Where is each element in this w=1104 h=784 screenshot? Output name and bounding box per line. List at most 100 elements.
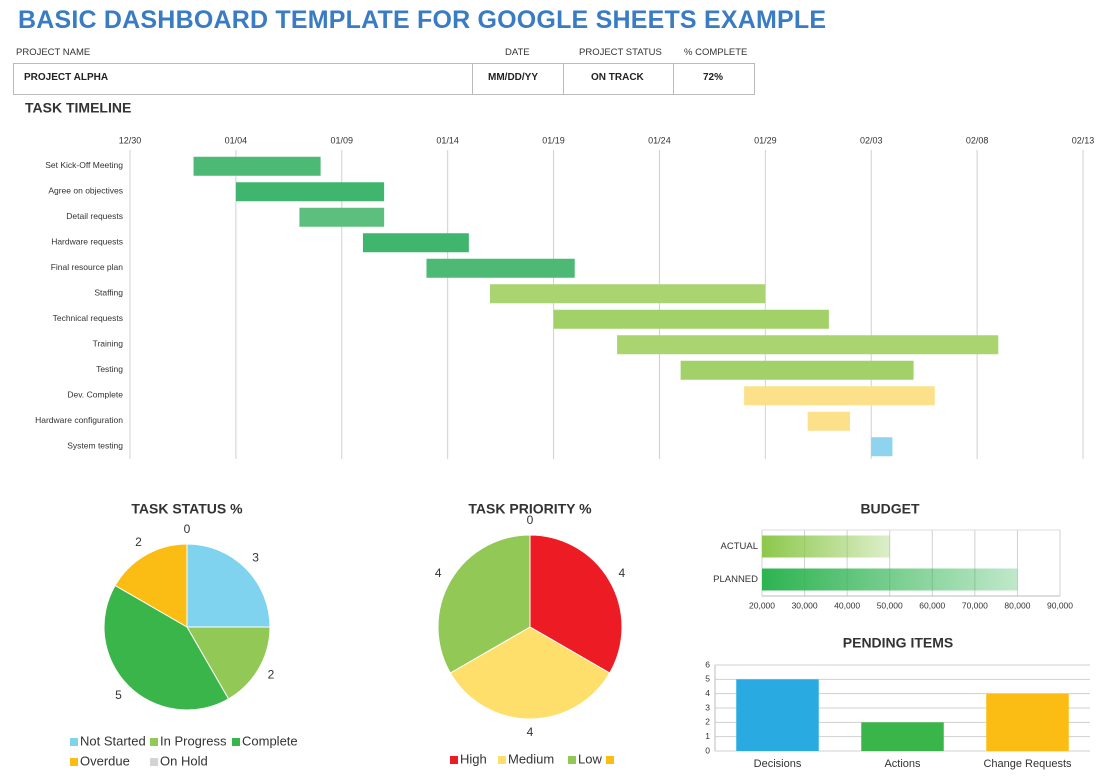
x-tick-label: 90,000 bbox=[1047, 600, 1073, 610]
chart-title: BUDGET bbox=[860, 501, 920, 517]
x-tick-label: Actions bbox=[884, 758, 921, 770]
task-bar bbox=[807, 411, 851, 431]
legend-swatch bbox=[606, 756, 614, 764]
x-tick-label: 02/03 bbox=[860, 135, 883, 145]
budget-bar bbox=[762, 568, 1018, 591]
legend-swatch bbox=[232, 738, 240, 746]
task-bar bbox=[680, 360, 914, 380]
slice-label: 2 bbox=[135, 535, 142, 549]
x-tick-label: 80,000 bbox=[1004, 600, 1030, 610]
bar bbox=[986, 693, 1069, 751]
task-label: Hardware requests bbox=[51, 237, 123, 247]
legend-label: Complete bbox=[242, 733, 298, 748]
task-bar bbox=[744, 386, 935, 406]
legend-label: Overdue bbox=[80, 753, 130, 768]
budget-bar bbox=[762, 535, 890, 558]
y-tick-label: 4 bbox=[705, 688, 710, 698]
legend-swatch bbox=[498, 756, 506, 764]
x-tick-label: 01/04 bbox=[225, 135, 248, 145]
chart-title: PENDING ITEMS bbox=[843, 635, 953, 651]
slice-label: 5 bbox=[115, 688, 122, 702]
chart-title: TASK TIMELINE bbox=[25, 100, 131, 116]
task-bar bbox=[617, 335, 999, 355]
x-tick-label: Change Requests bbox=[983, 758, 1072, 770]
legend-swatch bbox=[70, 738, 78, 746]
slice-label: 4 bbox=[527, 725, 534, 739]
task-label: Detail requests bbox=[66, 211, 123, 221]
slice-label: 4 bbox=[435, 566, 442, 580]
x-tick-label: 40,000 bbox=[834, 600, 860, 610]
x-tick-label: 02/13 bbox=[1072, 135, 1095, 145]
slice-label: 0 bbox=[184, 522, 191, 536]
task-label: Dev. Complete bbox=[67, 390, 123, 400]
column-header: PROJECT STATUS bbox=[579, 47, 662, 58]
x-tick-label: 50,000 bbox=[877, 600, 903, 610]
pie-slice bbox=[186, 543, 271, 628]
project-row bbox=[13, 63, 755, 95]
legend-label: Low bbox=[578, 751, 602, 766]
pie-slice bbox=[437, 534, 531, 674]
task-bar bbox=[235, 182, 385, 202]
y-tick-label: 1 bbox=[705, 731, 710, 741]
x-tick-label: Decisions bbox=[754, 758, 802, 770]
x-tick-label: 70,000 bbox=[962, 600, 988, 610]
legend-label: Not Started bbox=[80, 733, 146, 748]
task-bar bbox=[193, 156, 321, 176]
x-tick-label: 20,000 bbox=[749, 600, 775, 610]
legend-swatch bbox=[150, 738, 158, 746]
legend-label: On Hold bbox=[160, 753, 208, 768]
column-header: DATE bbox=[505, 47, 530, 58]
slice-label: 3 bbox=[252, 551, 259, 565]
x-tick-label: 30,000 bbox=[792, 600, 818, 610]
legend-swatch bbox=[150, 758, 158, 766]
x-tick-label: 02/08 bbox=[966, 135, 989, 145]
x-tick-label: 01/19 bbox=[542, 135, 565, 145]
bar bbox=[736, 679, 819, 751]
bar bbox=[861, 722, 944, 751]
legend-label: High bbox=[460, 751, 487, 766]
legend-swatch bbox=[568, 756, 576, 764]
legend-swatch bbox=[450, 756, 458, 764]
task-bar bbox=[871, 437, 893, 457]
slice-label: 4 bbox=[618, 566, 625, 580]
page-title: BASIC DASHBOARD TEMPLATE FOR GOOGLE SHEE… bbox=[18, 6, 827, 34]
y-tick-label: 6 bbox=[705, 659, 710, 669]
project-complete: 72% bbox=[703, 72, 724, 83]
chart-title: TASK PRIORITY % bbox=[468, 501, 592, 517]
task-label: Set Kick-Off Meeting bbox=[45, 160, 123, 170]
pie-slice bbox=[449, 626, 611, 720]
cell-divider bbox=[563, 63, 564, 95]
task-label: Hardware configuration bbox=[35, 415, 123, 425]
x-tick-label: 01/14 bbox=[436, 135, 459, 145]
column-header: % COMPLETE bbox=[684, 47, 748, 58]
category-label: PLANNED bbox=[713, 574, 758, 585]
y-tick-label: 0 bbox=[705, 745, 710, 755]
slice-label: 0 bbox=[527, 513, 534, 527]
x-tick-label: 60,000 bbox=[919, 600, 945, 610]
task-label: Training bbox=[93, 339, 124, 349]
task-label: Agree on objectives bbox=[48, 186, 123, 196]
x-tick-label: 12/30 bbox=[119, 135, 142, 145]
task-label: Testing bbox=[96, 364, 123, 374]
slice-label: 2 bbox=[268, 668, 275, 682]
pie-slice bbox=[114, 543, 188, 628]
y-tick-label: 2 bbox=[705, 717, 710, 727]
task-bar bbox=[362, 233, 469, 253]
project-name: PROJECT ALPHA bbox=[24, 72, 109, 83]
project-status: ON TRACK bbox=[591, 72, 644, 83]
x-tick-label: 01/09 bbox=[331, 135, 354, 145]
task-label: Technical requests bbox=[53, 313, 123, 323]
x-tick-label: 01/29 bbox=[754, 135, 777, 145]
task-bar bbox=[426, 258, 575, 278]
project-date: MM/DD/YY bbox=[488, 72, 538, 83]
y-tick-label: 5 bbox=[705, 674, 710, 684]
task-label: Final resource plan bbox=[51, 262, 124, 272]
legend-label: Medium bbox=[508, 751, 554, 766]
cell-divider bbox=[673, 63, 674, 95]
task-label: System testing bbox=[67, 441, 123, 451]
column-header: PROJECT NAME bbox=[16, 47, 91, 58]
task-bar bbox=[299, 207, 385, 227]
x-tick-label: 01/24 bbox=[648, 135, 671, 145]
category-label: ACTUAL bbox=[721, 541, 758, 552]
